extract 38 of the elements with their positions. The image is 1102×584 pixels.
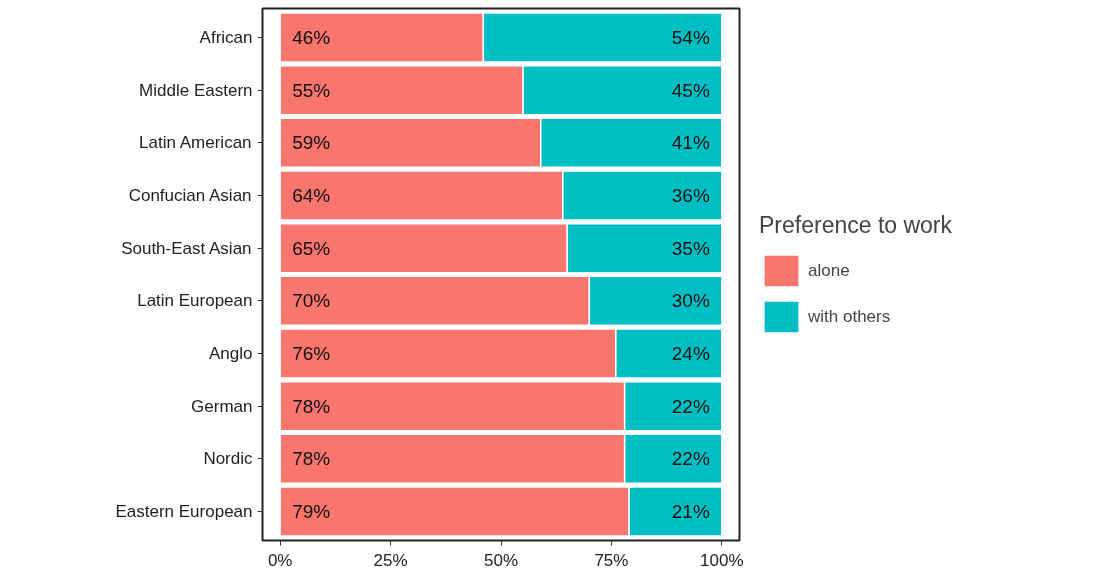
data-label: 41% (671, 132, 710, 154)
data-label: 22% (671, 448, 710, 470)
data-label: 79% (292, 501, 331, 523)
y-tick-label: Anglo (209, 344, 253, 364)
data-label: 30% (671, 290, 710, 312)
data-label: 55% (292, 79, 331, 101)
data-label: 78% (292, 448, 331, 470)
x-tick-label: 75% (594, 550, 629, 570)
data-label: 21% (671, 501, 710, 523)
data-label: 35% (671, 237, 710, 259)
data-label: 36% (671, 184, 710, 206)
y-tick-label: Eastern European (115, 502, 253, 522)
y-tick-label: Middle Eastern (139, 80, 253, 100)
y-tick-label: African (199, 27, 253, 47)
data-label: 76% (292, 343, 331, 365)
data-label: 65% (292, 237, 331, 259)
y-tick-label: Latin European (137, 291, 253, 311)
data-label: 64% (292, 184, 331, 206)
data-label: 24% (671, 343, 710, 365)
y-tick-label: Confucian Asian (128, 185, 252, 205)
legend-title: Preference to work (759, 211, 953, 239)
data-label: 46% (292, 26, 331, 48)
data-label: 70% (292, 290, 331, 312)
y-tick-label: Nordic (203, 449, 253, 469)
y-tick-label: German (191, 396, 253, 416)
legend-label: alone (808, 260, 850, 281)
data-label: 59% (292, 132, 331, 154)
x-tick-label: 50% (483, 550, 519, 570)
legend-label: with others (808, 306, 891, 327)
y-tick-label: Latin American (139, 133, 252, 153)
x-tick-label: 100% (700, 550, 744, 570)
data-label: 45% (671, 79, 710, 101)
x-tick-label: 25% (373, 550, 408, 570)
data-label: 54% (671, 26, 710, 48)
y-tick-label: South-East Asian (121, 238, 252, 258)
data-label: 78% (292, 395, 331, 417)
data-label: 22% (671, 395, 710, 417)
x-tick-label: 0% (267, 550, 293, 570)
